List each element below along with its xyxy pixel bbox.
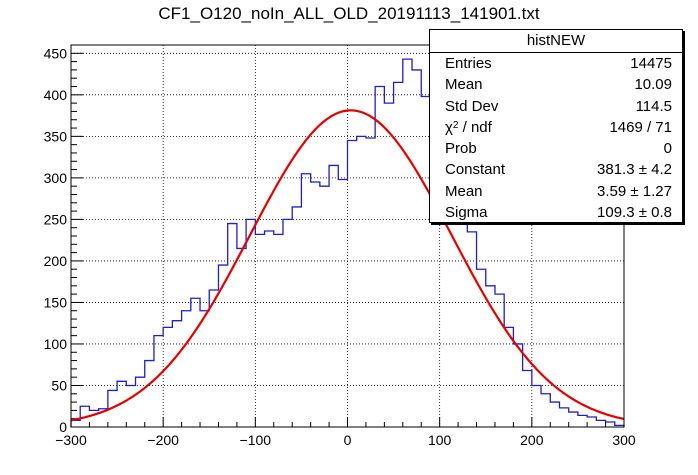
stats-value: 14475: [630, 55, 672, 72]
stats-value: 3.59 ± 1.27: [597, 182, 672, 200]
x-tick-label: 300: [612, 432, 636, 448]
y-tick-label: 0: [59, 419, 67, 435]
x-tick-label: 200: [520, 432, 544, 448]
histogram-series: [70, 58, 625, 427]
stats-row-entries: Entries 14475: [430, 53, 682, 74]
gaussian-fit: [70, 109, 625, 422]
stats-value: 381.3 ± 4.2: [597, 161, 672, 179]
x-tick-label: 0: [344, 432, 352, 448]
stats-label: Entries: [445, 55, 492, 72]
stats-label: Mean: [445, 76, 483, 94]
stats-value: 114.5: [635, 97, 672, 115]
chart-title: CF1_O120_noIn_ALL_OLD_20191113_141901.tx…: [158, 4, 540, 23]
stats-row-stddev: Std Dev 114.5: [430, 96, 682, 117]
stats-row-prob: Prob 0: [430, 138, 682, 159]
x-tick-label: −300: [55, 432, 87, 448]
y-tick-label: 450: [44, 45, 68, 61]
stats-box: histNEW Entries 14475 Mean 10.09 Std Dev…: [429, 29, 683, 223]
stats-label: Constant: [445, 161, 506, 179]
stats-row-sigma: Sigma 109.3 ± 0.8: [430, 202, 682, 223]
y-tick-label: 250: [44, 211, 68, 227]
plot-frame: [70, 44, 625, 428]
stats-label: Sigma: [445, 204, 488, 222]
stats-value: 1469 / 71: [609, 118, 672, 136]
superscript: 2: [452, 119, 459, 131]
y-tick-label: 300: [44, 170, 68, 186]
stats-label: χ2 / ndf: [445, 118, 492, 136]
y-tick-label: 150: [44, 294, 68, 310]
stats-value: 10.09: [634, 76, 672, 94]
y-tick-label: 50: [51, 377, 67, 393]
y-tick-label: 400: [44, 87, 68, 103]
x-tick-label: −200: [147, 432, 179, 448]
y-tick-label: 350: [44, 128, 68, 144]
fit-curve: [70, 109, 625, 422]
axes: −300 −200 −100 0 100 200 300 0 50 100 150 200 250 300…: [44, 44, 636, 448]
stats-value: 109.3 ± 0.8: [597, 204, 672, 222]
stats-box-title: histNEW: [430, 30, 682, 53]
stats-row-fit-mean: Mean 3.59 ± 1.27: [430, 181, 682, 202]
x-tick-label: 100: [428, 432, 452, 448]
stats-row-constant: Constant 381.3 ± 4.2: [430, 159, 682, 180]
stats-row-chi2: χ2 / ndf 1469 / 71: [430, 117, 682, 138]
stats-value: 0: [663, 140, 672, 158]
y-tick-label: 200: [44, 253, 68, 269]
stats-label: Std Dev: [445, 97, 499, 115]
stats-label: Prob: [445, 140, 477, 158]
stats-label: Mean: [445, 182, 483, 200]
y-tick-label: 100: [44, 336, 68, 352]
stats-row-mean: Mean 10.09: [430, 74, 682, 95]
x-tick-label: −100: [240, 432, 272, 448]
histogram-outline: [70, 58, 625, 427]
